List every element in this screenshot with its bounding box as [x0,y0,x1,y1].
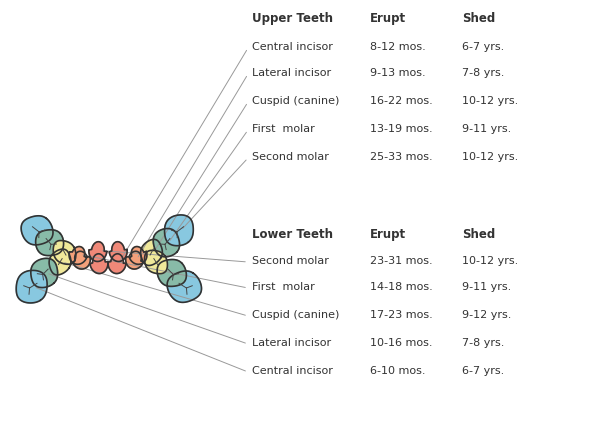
Text: First  molar: First molar [252,282,315,292]
Text: Cuspid (canine): Cuspid (canine) [252,310,340,320]
Polygon shape [16,270,47,303]
Text: 9-11 yrs.: 9-11 yrs. [462,124,511,134]
Polygon shape [164,215,193,246]
Polygon shape [53,241,76,265]
Polygon shape [145,250,167,273]
Polygon shape [153,229,179,257]
Text: Shed: Shed [462,12,495,25]
Text: Lateral incisor: Lateral incisor [252,338,331,348]
Text: Shed: Shed [462,228,495,241]
Text: Central incisor: Central incisor [252,366,333,376]
Polygon shape [109,242,127,262]
Text: Second molar: Second molar [252,256,329,266]
Text: Central incisor: Central incisor [252,42,333,52]
Text: Lateral incisor: Lateral incisor [252,68,331,78]
Text: Erupt: Erupt [370,12,406,25]
Polygon shape [90,254,108,273]
Text: 16-22 mos.: 16-22 mos. [370,96,433,106]
Text: 10-12 yrs.: 10-12 yrs. [462,152,518,162]
Text: 13-19 mos.: 13-19 mos. [370,124,433,134]
Text: Upper Teeth: Upper Teeth [252,12,333,25]
Text: 6-10 mos.: 6-10 mos. [370,366,425,376]
Text: Second molar: Second molar [252,152,329,162]
Polygon shape [69,247,86,265]
Text: 10-12 yrs.: 10-12 yrs. [462,96,518,106]
Text: 8-12 mos.: 8-12 mos. [370,42,426,52]
Polygon shape [126,251,143,269]
Polygon shape [21,216,53,245]
Text: 9-11 yrs.: 9-11 yrs. [462,282,511,292]
Text: 7-8 yrs.: 7-8 yrs. [462,338,505,348]
Text: 17-23 mos.: 17-23 mos. [370,310,433,320]
Polygon shape [49,249,71,275]
Text: 23-31 mos.: 23-31 mos. [370,256,433,266]
Polygon shape [140,239,163,265]
Polygon shape [31,259,58,288]
Text: 6-7 yrs.: 6-7 yrs. [462,42,504,52]
Text: 10-12 yrs.: 10-12 yrs. [462,256,518,266]
Text: 6-7 yrs.: 6-7 yrs. [462,366,504,376]
Polygon shape [73,251,90,269]
Polygon shape [130,247,147,264]
Polygon shape [35,230,64,256]
Text: 9-12 yrs.: 9-12 yrs. [462,310,511,320]
Polygon shape [157,259,187,286]
Text: 10-16 mos.: 10-16 mos. [370,338,433,348]
Polygon shape [89,242,107,262]
Text: Lower Teeth: Lower Teeth [252,228,333,241]
Text: 7-8 yrs.: 7-8 yrs. [462,68,505,78]
Text: 25-33 mos.: 25-33 mos. [370,152,433,162]
Text: 14-18 mos.: 14-18 mos. [370,282,433,292]
Polygon shape [167,271,202,302]
Text: Cuspid (canine): Cuspid (canine) [252,96,340,106]
Text: First  molar: First molar [252,124,315,134]
Polygon shape [108,254,126,273]
Text: Erupt: Erupt [370,228,406,241]
Text: 9-13 mos.: 9-13 mos. [370,68,425,78]
